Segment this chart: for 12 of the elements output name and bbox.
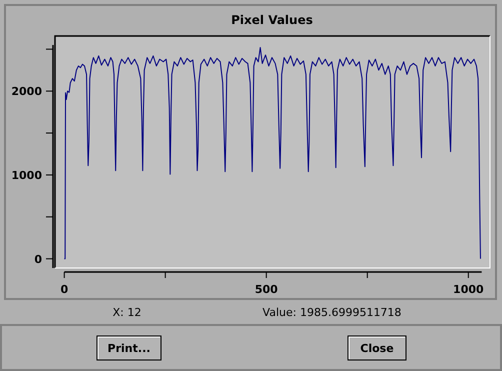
text: X: 12	[112, 306, 142, 319]
button: Print...	[96, 336, 162, 360]
y-tick-label: 0	[34, 252, 42, 266]
text: Value: 1985.6999511718	[262, 306, 402, 319]
x-tick-label: 500	[254, 283, 278, 296]
x-tick-label: 0	[60, 283, 68, 296]
chart-title: Pixel Values	[231, 13, 313, 27]
button: Close	[348, 336, 406, 360]
line-series	[64, 47, 481, 260]
x-tick-label: 1000	[453, 283, 484, 296]
y-tick-label: 1000	[11, 168, 42, 182]
y-tick-label: 2000	[11, 85, 42, 98]
